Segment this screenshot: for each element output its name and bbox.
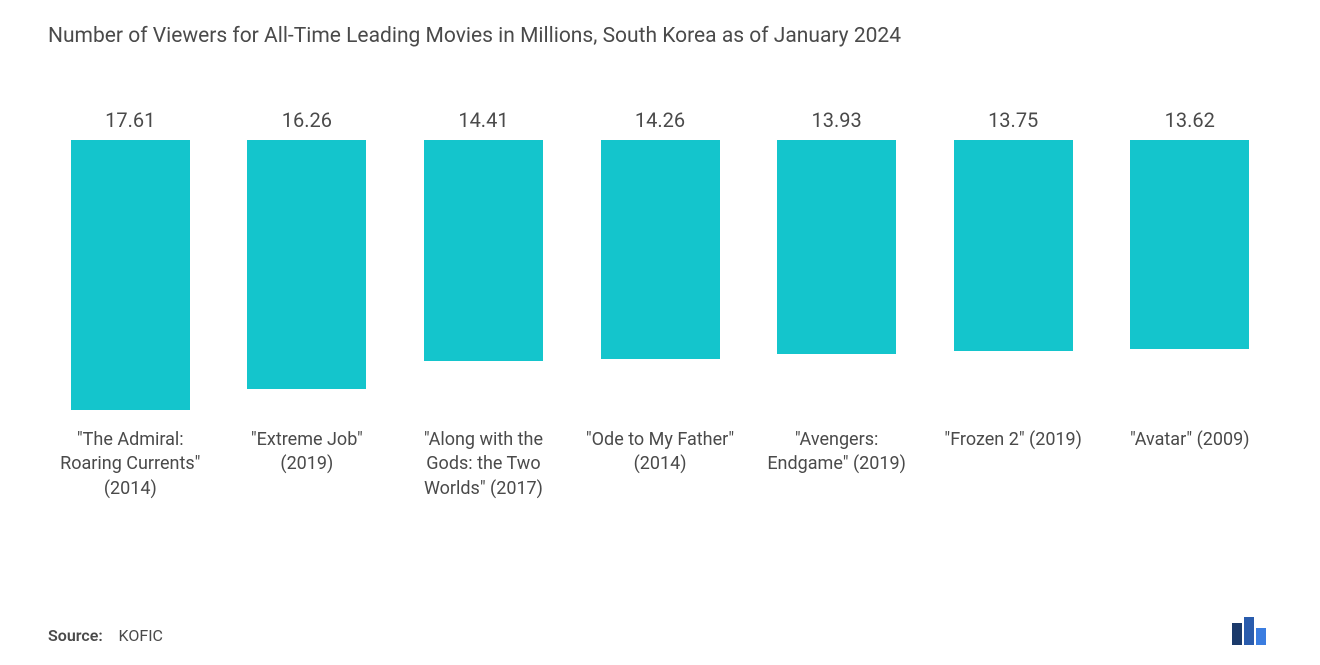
source-line: Source: KOFIC [48,626,163,645]
chart-footer: Source: KOFIC [48,597,1272,645]
bar-value-label: 14.26 [635,108,685,132]
bar-column: 14.41 [405,108,562,418]
brand-logo-icon [1232,617,1272,645]
category-label: "Ode to My Father" (2014) [582,428,739,501]
category-label: "Avatar" (2009) [1111,428,1268,501]
category-label: "Frozen 2" (2019) [935,428,1092,501]
category-label: "Avengers: Endgame" (2019) [758,428,915,501]
bar-column: 13.93 [758,108,915,418]
bar-column: 16.26 [229,108,386,418]
source-label: Source: [48,626,103,645]
bar-column: 14.26 [582,108,739,418]
bar-rect [247,140,366,389]
bar-rect [954,140,1073,351]
chart-container: Number of Viewers for All-Time Leading M… [0,0,1320,665]
category-labels-row: "The Admiral: Roaring Currents" (2014) "E… [48,418,1272,501]
category-label: "Extreme Job" (2019) [229,428,386,501]
bar-rect [1130,140,1249,349]
bar-value-label: 13.75 [988,108,1038,132]
bar-column: 13.62 [1111,108,1268,418]
bar-value-label: 17.61 [105,108,155,132]
bar-rect [777,140,896,354]
category-label: "Along with the Gods: the Two Worlds" (2… [405,428,562,501]
bar-rect [71,140,190,410]
bar-value-label: 14.41 [458,108,508,132]
chart-title: Number of Viewers for All-Time Leading M… [48,24,1272,48]
bar-rect [601,140,720,359]
bar-rect [424,140,543,361]
bar-column: 17.61 [52,108,209,418]
bars-area: 17.61 16.26 14.41 14.26 13.93 13.75 13.62 [48,108,1272,418]
source-value: KOFIC [119,626,163,645]
bar-value-label: 13.93 [811,108,861,132]
category-label: "The Admiral: Roaring Currents" (2014) [52,428,209,501]
bar-column: 13.75 [935,108,1092,418]
bar-value-label: 16.26 [282,108,332,132]
bar-value-label: 13.62 [1165,108,1215,132]
